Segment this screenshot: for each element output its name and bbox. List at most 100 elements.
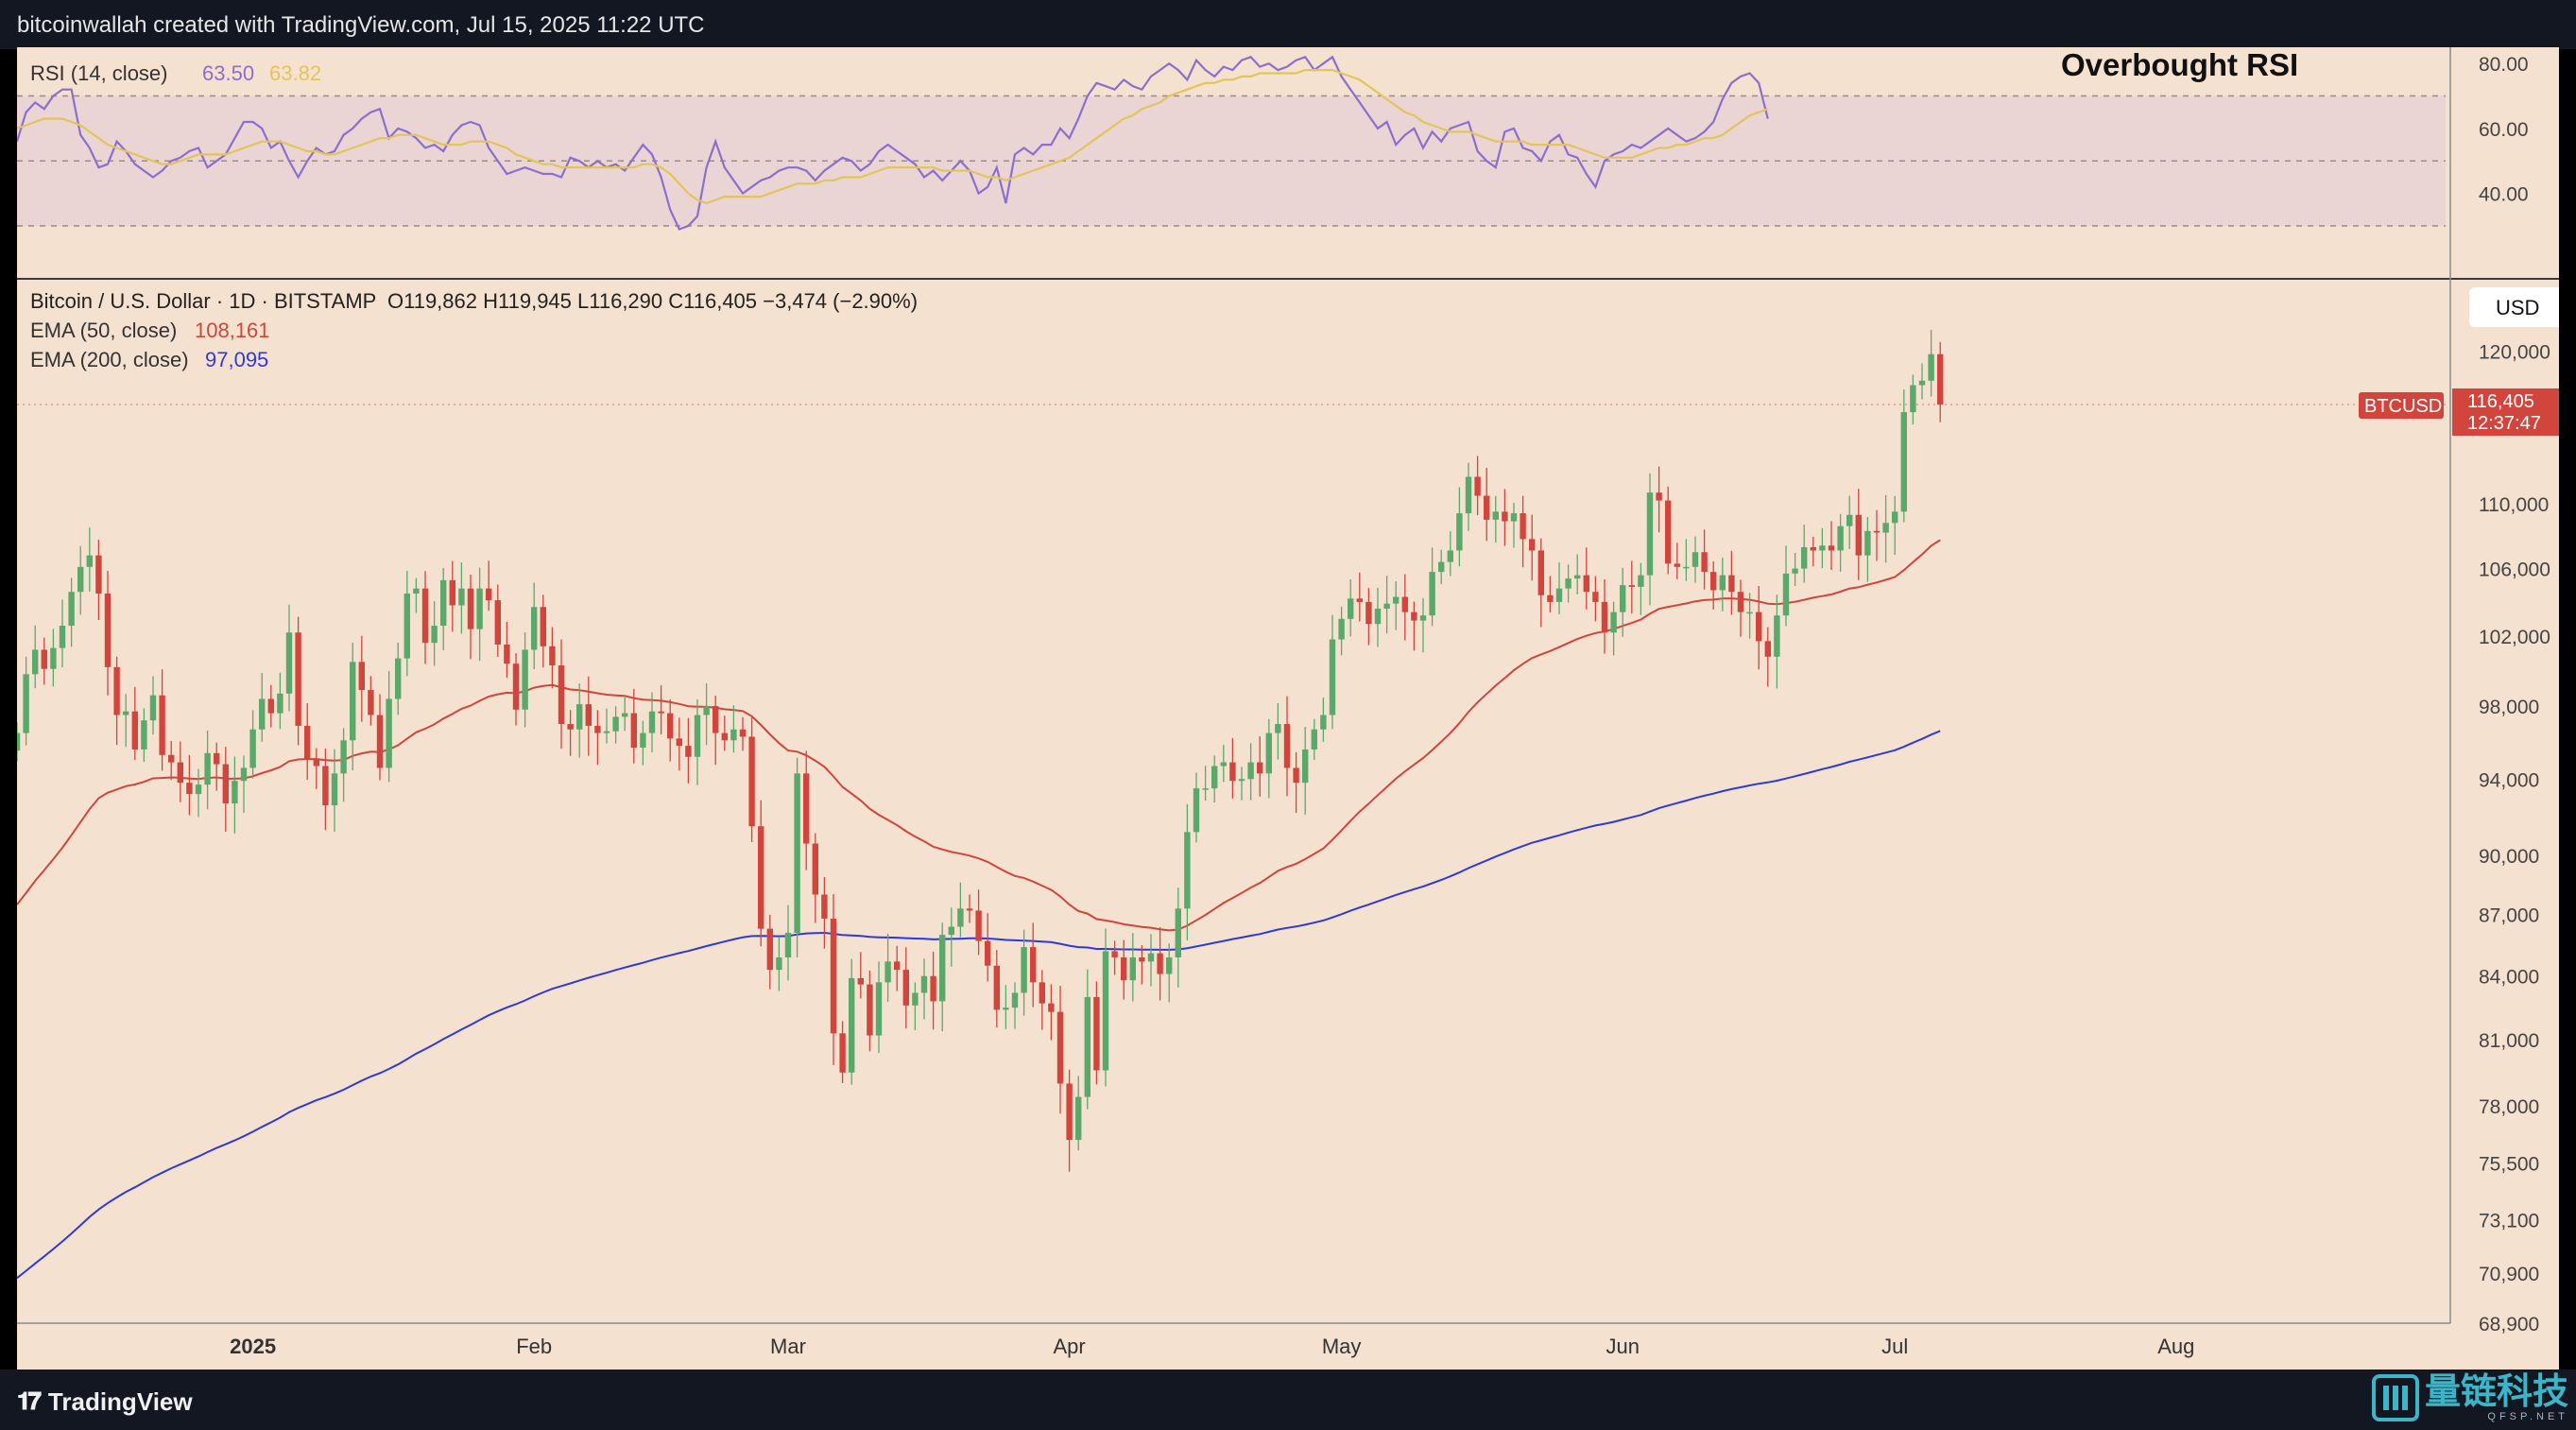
axes: 80.00 60.00 40.00 120,000 110,000 106,000 102,… [17,47,2559,1358]
currency-button[interactable] [2469,287,2559,327]
currency-label: USD [2496,296,2539,319]
candle-body [1111,951,1118,957]
candle-body [1202,788,1209,790]
candle-body [1401,596,1408,612]
candle-body [1066,1083,1073,1141]
time-tick-label: 2025 [230,1335,276,1358]
candle-body [1257,762,1263,774]
tradingview-logo[interactable]: 𝟏𝟕 TradingView [17,1387,193,1417]
candle-body [540,607,546,646]
candle-body [1311,729,1317,749]
candle-body [748,736,755,827]
candle-body [1555,588,1563,602]
chart-svg[interactable]: RSI (14, close) 63.50 63.82 Overbought RSI … [17,47,2559,1370]
credit-text: bitcoinwallah created with TradingView.c… [17,12,705,38]
candle-body [1084,996,1091,1097]
tradingview-brand: TradingView [47,1387,193,1416]
candle-body [1656,492,1662,501]
candle-body [694,715,701,757]
candle-body [177,762,183,784]
candle-body [1329,639,1336,715]
candle-body [404,593,410,659]
price-legend-ohlc: O119,862 H119,945 L116,290 C116,405 −3,4… [387,289,918,313]
candle-body [993,965,1000,1010]
candle-body [1864,530,1871,556]
candle-body [204,752,211,785]
price-tick-label: 84,000 [2479,967,2539,989]
candle-body [1419,615,1427,621]
candle-body [966,908,973,911]
candle-body [830,918,837,1034]
candle-body [168,754,175,763]
candle-body [703,706,710,715]
candle-body [812,843,818,895]
candle-body [603,731,610,733]
candle-body [676,738,682,747]
candle-body [730,729,737,741]
candle-body [1592,592,1599,602]
price-tick-label: 73,100 [2479,1210,2539,1232]
ema50-legend-value: 108,161 [195,319,270,342]
candle-body [1393,596,1400,604]
ema200-line [17,730,1941,1279]
price-tick-label: 106,000 [2479,560,2550,581]
candle-body [512,663,520,710]
candle-body [612,716,619,732]
candle-body [1429,572,1435,616]
candle-body [1774,615,1780,657]
candle-body [902,970,909,1006]
ema50-line [17,539,1941,932]
candle-body [1093,996,1100,1071]
candle-body [857,977,864,985]
candle-body [1474,476,1481,496]
candle-body [1683,566,1690,569]
candle-body [1365,601,1372,625]
candle-body [267,698,274,714]
candle-body [1048,1003,1055,1012]
candle-body [1574,575,1581,579]
time-tick-label: Apr [1053,1335,1085,1358]
candle-body [41,649,47,669]
candle-body [1039,982,1045,1004]
candle-body [1918,380,1926,386]
candle-body [1220,762,1227,767]
candle-body [1147,953,1155,962]
candle-body [1011,992,1019,1008]
candle-body [1674,563,1680,567]
candle-body [285,632,293,694]
price-tick-label: 70,900 [2479,1264,2539,1285]
watermark-cn: 量链科技 [2424,1372,2568,1412]
rsi-legend-value: 63.50 [202,61,254,85]
candle-body [504,644,510,664]
candle-body [1265,732,1272,774]
price-tick-label: 90,000 [2479,846,2539,868]
candle-body [1565,578,1571,589]
candle-body [640,732,646,749]
candle-body [1900,412,1907,512]
candle-body [821,894,828,919]
candle-body [1792,568,1798,574]
candle-body [50,647,57,669]
rsi-line [17,55,1769,231]
watermark-en: QFSP.NET [2487,1411,2568,1422]
candle-body [576,704,583,730]
candle-body [985,940,991,966]
candle-body [1937,353,1944,405]
chart-frame[interactable]: RSI (14, close) 63.50 63.82 Overbought RSI … [17,47,2559,1370]
candle-body [1710,572,1717,591]
candle-body [1447,550,1453,562]
candle-body [1601,601,1608,633]
candle-body [957,908,964,927]
time-tick-label: Feb [516,1335,552,1358]
candle-body [1121,956,1127,981]
candle-body [1764,641,1771,657]
price-tick-label: 75,500 [2479,1153,2539,1175]
candle-body [1520,513,1526,540]
candle-body [549,646,556,666]
candle-body [948,926,954,936]
symbol-tag-label: BTCUSD [2364,396,2442,417]
candle-body [131,711,138,749]
candle-body [467,588,474,629]
candle-body [803,773,810,844]
candle-body [214,752,220,765]
